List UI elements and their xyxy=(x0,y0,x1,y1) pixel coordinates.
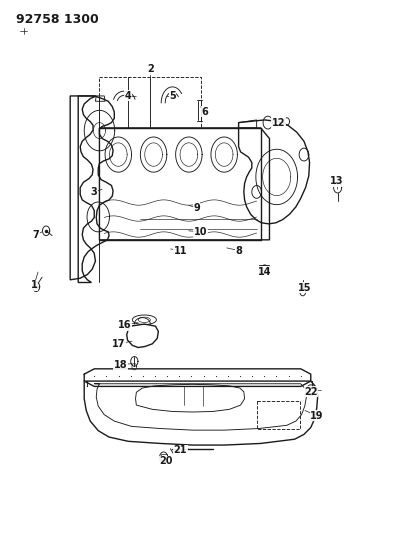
Text: 16: 16 xyxy=(117,320,131,330)
Text: 21: 21 xyxy=(174,446,187,455)
Text: 10: 10 xyxy=(194,227,207,237)
Text: 4: 4 xyxy=(125,91,132,101)
Text: 18: 18 xyxy=(113,360,127,370)
Text: 2: 2 xyxy=(147,64,154,74)
Text: 22: 22 xyxy=(304,387,318,397)
Text: 20: 20 xyxy=(160,456,173,466)
Text: 11: 11 xyxy=(174,246,187,255)
Text: 13: 13 xyxy=(330,176,344,186)
Text: 8: 8 xyxy=(235,246,242,255)
Text: 7: 7 xyxy=(33,230,39,239)
Text: 14: 14 xyxy=(258,267,271,277)
Text: 92758 1300: 92758 1300 xyxy=(16,13,99,26)
Text: 15: 15 xyxy=(298,283,312,293)
Text: 1: 1 xyxy=(31,280,37,290)
Text: 19: 19 xyxy=(310,411,324,421)
Text: 17: 17 xyxy=(111,339,125,349)
Text: 3: 3 xyxy=(91,187,97,197)
Text: 5: 5 xyxy=(169,91,176,101)
Text: 6: 6 xyxy=(201,107,208,117)
Text: 12: 12 xyxy=(272,118,286,127)
Text: 9: 9 xyxy=(193,203,200,213)
